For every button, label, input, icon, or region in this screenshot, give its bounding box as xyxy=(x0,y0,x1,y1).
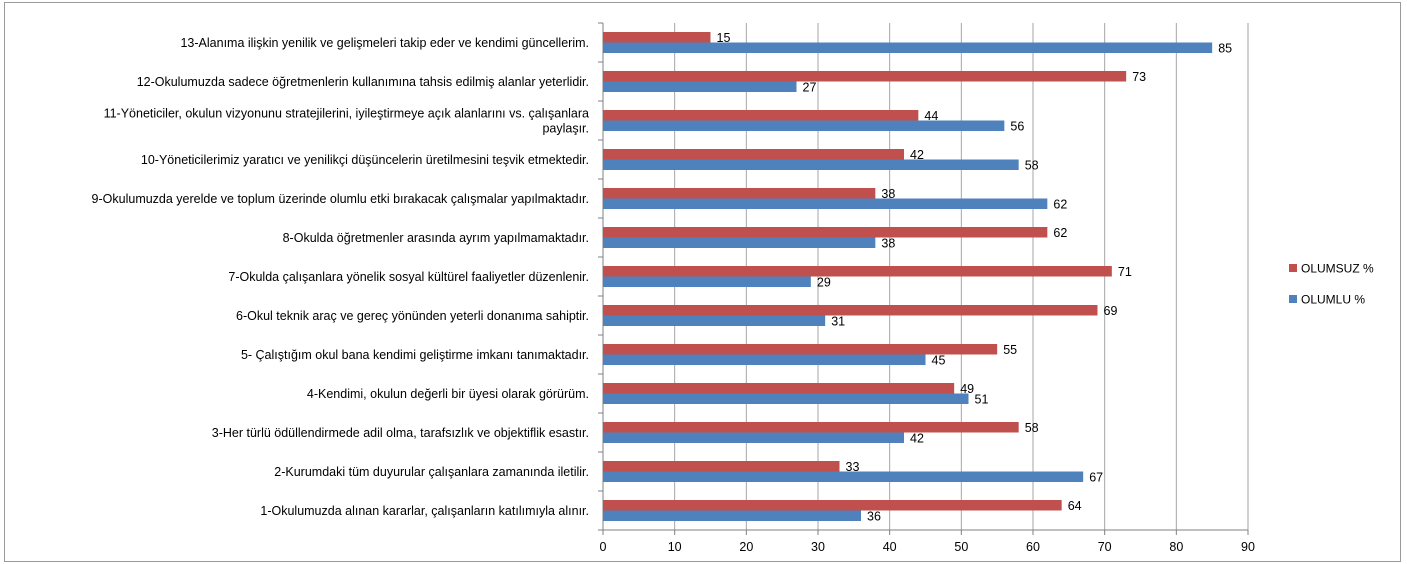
bar-olumlu xyxy=(603,393,969,404)
data-label: 42 xyxy=(910,431,924,445)
data-label: 64 xyxy=(1068,499,1082,513)
category-label: 6-Okul teknik araç ve gereç yönünden yet… xyxy=(236,309,589,323)
category-label: 8-Okulda öğretmenler arasında ayrım yapı… xyxy=(283,231,589,245)
data-label: 31 xyxy=(831,314,845,328)
data-label: 73 xyxy=(1132,70,1146,84)
data-label: 15 xyxy=(717,31,731,45)
data-label: 58 xyxy=(1025,421,1039,435)
bar-olumlu xyxy=(603,42,1213,53)
bar-olumlu xyxy=(603,315,826,326)
data-label: 33 xyxy=(846,460,860,474)
x-tick-label: 50 xyxy=(954,540,968,554)
data-label: 62 xyxy=(1053,226,1067,240)
x-tick-label: 10 xyxy=(668,540,682,554)
bar-olumlu xyxy=(603,237,876,248)
x-tick-label: 90 xyxy=(1241,540,1255,554)
data-label: 44 xyxy=(924,109,938,123)
bar-olumsuz xyxy=(603,383,955,394)
data-label: 29 xyxy=(817,275,831,289)
legend-label-olumsuz: OLUMSUZ % xyxy=(1301,262,1374,276)
bar-olumsuz xyxy=(603,149,904,160)
category-label: 5- Çalıştığım okul bana kendimi geliştir… xyxy=(241,348,589,362)
x-tick-label: 80 xyxy=(1169,540,1183,554)
category-label: 1-Okulumuzda alınan kararlar, çalışanlar… xyxy=(260,504,589,518)
data-label: 42 xyxy=(910,148,924,162)
bar-olumlu xyxy=(603,276,811,287)
bar-olumsuz xyxy=(603,422,1019,433)
legend-label-olumlu: OLUMLU % xyxy=(1301,293,1365,307)
bar-olumlu xyxy=(603,432,904,443)
bar-olumlu xyxy=(603,471,1084,482)
bar-olumsuz xyxy=(603,461,840,472)
bar-chart: 0 10 20 30 40 50 60 70 80 90 15 85 13-Alanıma ilişki… xyxy=(92,22,1374,554)
x-tick-label: 70 xyxy=(1098,540,1112,554)
x-tick-label: 20 xyxy=(739,540,753,554)
category-label: paylaşır. xyxy=(542,122,589,136)
bar-olumsuz xyxy=(603,71,1127,82)
category-label: 10-Yöneticilerimiz yaratıcı ve yenilikçi… xyxy=(141,153,589,167)
data-label: 45 xyxy=(932,353,946,367)
data-label: 56 xyxy=(1010,119,1024,133)
data-label: 58 xyxy=(1025,158,1039,172)
category-label: 9-Okulumuzda yerelde ve toplum üzerinde … xyxy=(92,192,589,206)
x-tick-label: 0 xyxy=(600,540,607,554)
bar-olumsuz xyxy=(603,305,1098,316)
x-tick-label: 40 xyxy=(883,540,897,554)
category-label: 11-Yöneticiler, okulun vizyonunu stratej… xyxy=(104,107,589,121)
bar-olumlu xyxy=(603,198,1048,209)
data-label: 69 xyxy=(1104,304,1118,318)
category-label: 7-Okulda çalışanlara yönelik sosyal kült… xyxy=(228,270,589,284)
x-tick-label: 30 xyxy=(811,540,825,554)
category-label: 4-Kendimi, okulun değerli bir üyesi olar… xyxy=(307,387,589,401)
category-label: 2-Kurumdaki tüm duyurular çalışanlara za… xyxy=(274,465,589,479)
data-label: 67 xyxy=(1089,470,1103,484)
legend-swatch-olumlu xyxy=(1289,295,1297,303)
data-label: 62 xyxy=(1053,197,1067,211)
category-label: 12-Okulumuzda sadece öğretmenlerin kulla… xyxy=(137,75,589,89)
bar-olumsuz xyxy=(603,500,1062,511)
data-label: 49 xyxy=(960,382,974,396)
data-label: 36 xyxy=(867,509,881,523)
category-label: 13-Alanıma ilişkin yenilik ve gelişmeler… xyxy=(180,36,589,50)
bar-olumlu xyxy=(603,159,1019,170)
chart-frame: 0 10 20 30 40 50 60 70 80 90 15 85 13-Alanıma ilişki… xyxy=(4,2,1401,562)
bar-olumsuz xyxy=(603,227,1048,238)
bar-olumsuz xyxy=(603,188,876,199)
bar-olumsuz xyxy=(603,344,998,355)
bar-olumlu xyxy=(603,354,926,365)
data-label: 71 xyxy=(1118,265,1132,279)
bar-olumsuz xyxy=(603,110,919,121)
bar-olumsuz xyxy=(603,32,711,43)
bar-olumlu xyxy=(603,510,861,521)
data-label: 38 xyxy=(881,187,895,201)
legend-swatch-olumsuz xyxy=(1289,264,1297,272)
data-label: 38 xyxy=(881,236,895,250)
bar-olumlu xyxy=(603,81,797,92)
category-label: 3-Her türlü ödüllendirmede adil olma, ta… xyxy=(212,426,589,440)
data-label: 55 xyxy=(1003,343,1017,357)
bar-olumlu xyxy=(603,120,1005,131)
data-label: 51 xyxy=(975,392,989,406)
data-label: 27 xyxy=(803,80,817,94)
x-tick-label: 60 xyxy=(1026,540,1040,554)
bar-olumsuz xyxy=(603,266,1112,277)
data-label: 85 xyxy=(1218,41,1232,55)
